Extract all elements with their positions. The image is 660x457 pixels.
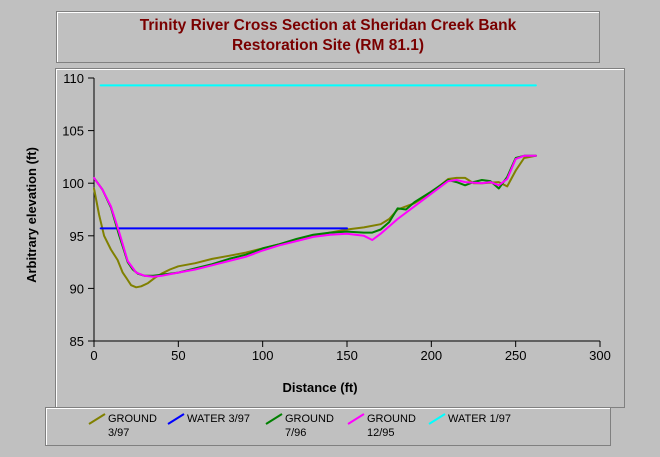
y-tick-label: 95 — [70, 229, 84, 244]
y-tick-label: 105 — [62, 124, 84, 139]
legend-swatch-ground-3-97 — [88, 413, 106, 425]
series-layer — [93, 84, 537, 289]
legend: GROUND 3/97 WATER 3/97 GROUND 7/96 GROUN… — [45, 407, 611, 446]
legend-item-ground-3-97: GROUND 3/97 — [88, 412, 157, 440]
legend-item-ground-7-96: GROUND 7/96 — [265, 412, 334, 440]
legend-swatch-ground-12-95 — [347, 413, 365, 425]
legend-item-ground-12-95: GROUND 12/95 — [347, 412, 416, 440]
legend-label: 3/97 — [108, 427, 130, 439]
y-tick-label: 90 — [70, 281, 84, 296]
legend-swatch-water-3-97 — [167, 413, 185, 425]
legend-label: GROUND — [367, 413, 416, 425]
legend-label: 7/96 — [285, 427, 307, 439]
x-tick-label: 150 — [336, 348, 358, 363]
series-line-ground-3-97 — [93, 154, 537, 289]
y-axis-label: Arbitrary elevation (ft) — [24, 147, 39, 283]
legend-item-water-3-97: WATER 3/97 — [167, 412, 250, 426]
legend-item-water-1-97: WATER 1/97 — [428, 412, 511, 426]
chart-title-line-1: Trinity River Cross Section at Sheridan … — [139, 17, 517, 34]
x-tick-label: 200 — [420, 348, 442, 363]
x-tick-label: 100 — [252, 348, 274, 363]
x-tick-label: 300 — [589, 348, 611, 363]
chart-title-line-2: Restoration Site (RM 81.1) — [231, 37, 425, 54]
legend-label: 12/95 — [367, 427, 395, 439]
axes: 85 90 95 100 105 110 0 50 100 150 200 250 300 — [62, 71, 611, 363]
legend-label: GROUND — [285, 413, 334, 425]
chart-title-box: Trinity River Cross Section at Sheridan … — [56, 11, 600, 63]
y-tick-label: 85 — [70, 334, 84, 349]
legend-label: WATER 1/97 — [448, 413, 511, 425]
x-axis-label: Distance (ft) — [282, 380, 357, 395]
x-tick-label: 50 — [171, 348, 185, 363]
series-line-ground-12-95 — [93, 154, 537, 278]
x-tick-label: 0 — [90, 348, 97, 363]
legend-label: WATER 3/97 — [187, 413, 250, 425]
y-tick-label: 100 — [62, 176, 84, 191]
series-line-ground-7-96 — [93, 154, 537, 277]
legend-swatch-ground-7-96 — [265, 413, 283, 425]
x-tick-label: 250 — [505, 348, 527, 363]
legend-swatch-water-1-97 — [428, 413, 446, 425]
legend-label: GROUND — [108, 413, 157, 425]
y-tick-label: 110 — [63, 71, 84, 86]
